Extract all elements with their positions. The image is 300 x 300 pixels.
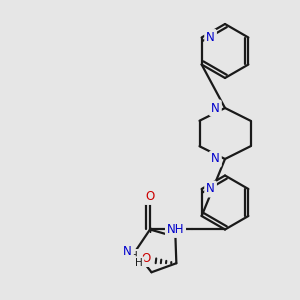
Text: O: O <box>142 252 151 265</box>
Text: O: O <box>146 190 154 203</box>
Text: N: N <box>206 182 215 196</box>
Text: O: O <box>142 252 151 265</box>
Text: N: N <box>206 31 215 44</box>
Text: N: N <box>211 101 220 115</box>
Text: N: N <box>211 152 220 166</box>
Text: NH: NH <box>167 223 184 236</box>
Text: N: N <box>123 245 132 258</box>
Text: H: H <box>135 258 143 268</box>
Text: N: N <box>123 245 132 258</box>
Text: H: H <box>130 251 138 261</box>
Text: N: N <box>206 31 215 44</box>
Text: H: H <box>130 251 138 261</box>
Text: NH: NH <box>167 223 184 236</box>
Text: N: N <box>211 152 220 166</box>
Text: H: H <box>135 258 143 268</box>
Text: O: O <box>146 190 154 203</box>
Text: N: N <box>211 101 220 115</box>
Text: N: N <box>206 182 215 196</box>
